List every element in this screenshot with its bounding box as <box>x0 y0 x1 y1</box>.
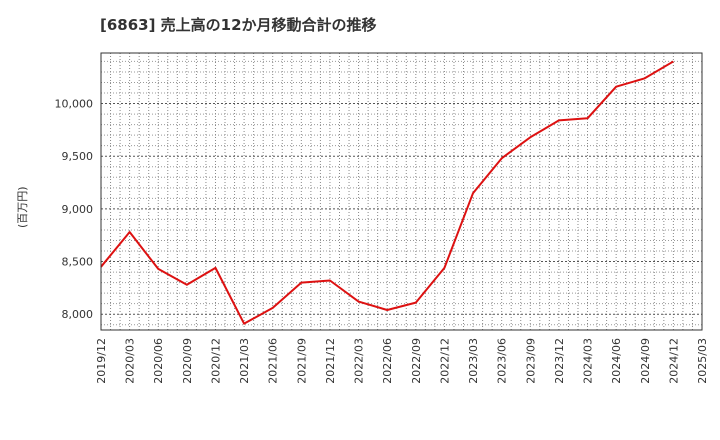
chart-title: [6863] 売上高の12か月移動合計の推移 <box>100 16 377 34</box>
x-tick-label: 2025/03 <box>696 338 709 384</box>
x-tick-label: 2020/12 <box>209 338 222 384</box>
plot-frame <box>100 52 703 331</box>
x-tick-label: 2020/06 <box>152 338 165 384</box>
y-tick-label: 9,000 <box>62 203 94 216</box>
x-tick-label: 2022/09 <box>410 338 423 384</box>
x-tick-label: 2021/09 <box>295 338 308 384</box>
y-tick-labels: 8,000 8,500 9,000 9,500 10,000 <box>55 98 94 322</box>
x-tick-label: 2021/06 <box>267 338 280 384</box>
x-tick-label: 2019/12 <box>95 338 108 384</box>
series-line <box>100 60 674 325</box>
grid-y <box>101 60 702 326</box>
y-tick-label: 8,500 <box>62 256 94 269</box>
plot-background <box>101 53 702 330</box>
x-tick-label: 2022/12 <box>438 338 451 384</box>
x-tick-label: 2024/12 <box>667 338 680 384</box>
x-tick-label: 2024/03 <box>582 338 595 384</box>
x-tick-label: 2022/06 <box>381 338 394 384</box>
x-tick-label: 2024/09 <box>639 338 652 384</box>
x-tick-label: 2022/03 <box>353 338 366 384</box>
x-tick-label: 2023/12 <box>553 338 566 384</box>
series-group <box>100 60 674 325</box>
x-tick-label: 2024/06 <box>610 338 623 384</box>
x-tick-label: 2021/03 <box>238 338 251 384</box>
x-tick-label: 2020/09 <box>181 338 194 384</box>
y-tick-label: 8,000 <box>62 308 94 321</box>
x-tick-label: 2021/12 <box>324 338 337 384</box>
x-tick-label: 2020/03 <box>124 338 137 384</box>
x-tick-label: 2023/03 <box>467 338 480 384</box>
x-tick-label: 2023/09 <box>524 338 537 384</box>
grid-x <box>110 53 693 330</box>
x-tick-label: 2023/06 <box>496 338 509 384</box>
x-tick-labels: 2019/12 2020/03 2020/06 2020/09 2020/12 2021/… <box>95 338 709 384</box>
y-tick-label: 10,000 <box>55 98 94 111</box>
y-tick-label: 9,500 <box>62 150 94 163</box>
